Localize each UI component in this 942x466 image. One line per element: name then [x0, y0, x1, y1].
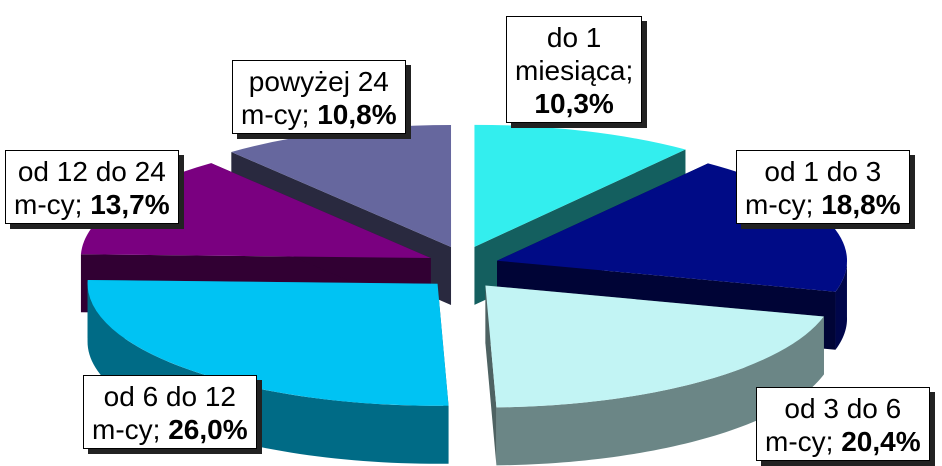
label-slice-5-prefix: m-cy; — [241, 99, 318, 130]
label-slice-3-value: 26,0% — [168, 414, 248, 445]
label-slice-5: powyżej 24 m-cy; 10,8% — [232, 60, 406, 134]
label-slice-5-line-1: powyżej 24 — [248, 66, 389, 97]
label-slice-0-line-2: miesiąca; — [515, 55, 634, 86]
label-slice-4-value: 13,7% — [90, 189, 170, 220]
label-slice-1: od 1 do 3 m-cy; 18,8% — [736, 150, 910, 224]
label-slice-3-prefix: m-cy; — [92, 414, 169, 445]
pie-slice-2-top — [485, 285, 824, 408]
pie-slice-2-side-end — [485, 285, 497, 466]
label-slice-1-line-1: od 1 do 3 — [764, 156, 882, 187]
label-slice-5-value: 10,8% — [317, 99, 397, 130]
label-slice-2-line-1: od 3 do 6 — [784, 393, 902, 424]
label-slice-0-value: 10,3% — [534, 88, 614, 119]
pie-slice-3-top — [87, 279, 449, 406]
label-slice-1-value: 18,8% — [821, 189, 901, 220]
label-slice-0: do 1 miesiąca; 10,3% — [506, 16, 643, 123]
pie-slice-2-rim — [496, 316, 824, 466]
pie-slice-2 — [485, 285, 824, 466]
pie-slice-0-top — [474, 124, 686, 247]
label-slice-3: od 6 do 12 m-cy; 26,0% — [83, 375, 257, 449]
pie-slice-1-rim — [835, 258, 848, 350]
label-slice-2-value: 20,4% — [841, 426, 921, 457]
label-slice-4: od 12 do 24 m-cy; 13,7% — [5, 150, 179, 224]
label-slice-4-prefix: m-cy; — [14, 189, 91, 220]
label-slice-4-line-1: od 12 do 24 — [17, 156, 166, 187]
label-slice-1-prefix: m-cy; — [745, 189, 822, 220]
label-slice-2: od 3 do 6 m-cy; 20,4% — [756, 387, 930, 461]
label-slice-0-line-1: do 1 — [546, 22, 602, 53]
pie-slice-5-top — [231, 124, 452, 247]
label-slice-3-line-1: od 6 do 12 — [103, 381, 236, 412]
label-slice-2-prefix: m-cy; — [765, 426, 842, 457]
